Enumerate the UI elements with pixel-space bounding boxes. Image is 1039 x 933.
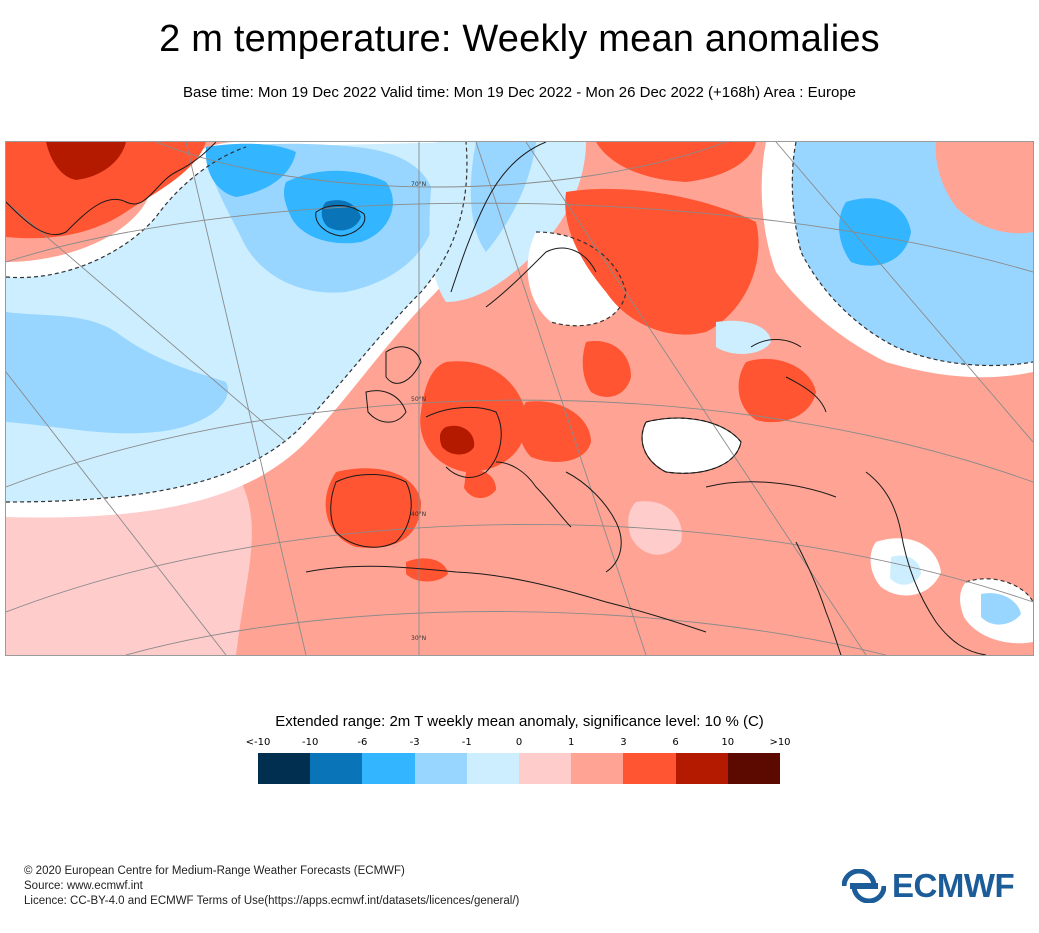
- legend-tick-label: -1: [461, 737, 472, 748]
- lat-label-40n: 40°N: [411, 511, 426, 518]
- legend-tick-label: -3: [409, 737, 420, 748]
- legend-swatch: [362, 753, 415, 784]
- field-red-north-russia: [596, 142, 756, 182]
- legend-swatch: [310, 753, 363, 784]
- legend-swatch: [258, 753, 311, 784]
- map-canvas: 70°N 50°N 40°N 30°N: [6, 142, 1033, 655]
- legend-tick-label: -6: [357, 737, 368, 748]
- legend-colorbar: [258, 753, 781, 784]
- field-light-blue-arabia: [981, 593, 1021, 625]
- ecmwf-logo[interactable]: ECMWF: [842, 866, 1015, 906]
- legend-swatch: [623, 753, 676, 784]
- field-dark-red-greenland: [46, 142, 126, 180]
- coastlines: [6, 142, 987, 655]
- field-red-iberia: [325, 468, 421, 548]
- field-light-red-far-northeast: [935, 142, 1033, 234]
- licence-text: Licence: CC-BY-4.0 and ECMWF Terms of Us…: [24, 895, 520, 907]
- legend-tick-label: 6: [672, 737, 679, 748]
- ecmwf-logo-text: ECMWF: [892, 867, 1015, 904]
- legend-tick-label: 0: [515, 737, 523, 748]
- legend-swatch: [519, 753, 572, 784]
- field-mid-blue-greenland-coast: [205, 143, 296, 197]
- field-red-poland: [582, 341, 631, 397]
- legend-swatch: [571, 753, 624, 784]
- field-dark-red-france: [439, 425, 475, 455]
- field-white-black-sea: [642, 418, 741, 474]
- legend-swatch: [675, 753, 728, 784]
- lat-label-50n: 50°N: [411, 396, 426, 403]
- legend-tick-label: 3: [620, 737, 627, 748]
- chart-title: 2 m temperature: Weekly mean anomalies: [159, 18, 880, 60]
- legend-swatch: [466, 753, 520, 784]
- lat-label-30n: 30°N: [411, 635, 426, 642]
- field-red-greenland: [6, 142, 206, 239]
- lat-label-70n: 70°N: [411, 181, 426, 188]
- legend-swatch: [414, 753, 467, 784]
- legend-tick-label: 10: [721, 737, 735, 748]
- field-light-blue-west-atlantic: [6, 312, 228, 434]
- latitude-labels: 70°N 50°N 40°N 30°N: [411, 181, 426, 642]
- field-pale-blue-scandinavia: [429, 142, 586, 302]
- legend-tick-label: >10: [769, 737, 791, 748]
- field-light-blue-norway: [470, 142, 536, 252]
- copyright-text: © 2020 European Centre for Medium-Range …: [24, 865, 405, 877]
- legend-tick-label: <-10: [245, 737, 271, 748]
- legend-title: Extended range: 2m T weekly mean anomaly…: [275, 713, 764, 730]
- graticule: [6, 142, 1033, 655]
- footer: © 2020 European Centre for Medium-Range …: [24, 864, 519, 909]
- legend-swatch: [727, 753, 781, 784]
- legend-tick-labels: <-10 -10 -6 -3 -1 0 1 3 6 10 >10: [246, 737, 791, 751]
- chart-subtitle: Base time: Mon 19 Dec 2022 Valid time: M…: [182, 84, 857, 101]
- source-text: Source: www.ecmwf.int: [24, 880, 143, 892]
- field-mid-blue-urals: [839, 198, 911, 266]
- field-red-caucasus: [738, 358, 816, 423]
- ecmwf-logo-icon: [842, 869, 886, 903]
- field-red-western-russia: [565, 188, 759, 335]
- field-pale-blue-ukraine: [716, 320, 771, 354]
- legend-tick-label: -10: [302, 737, 319, 748]
- field-pale-pink-mediterranean: [628, 501, 682, 555]
- field-red-algeria: [406, 558, 448, 582]
- anomaly-map[interactable]: 70°N 50°N 40°N 30°N: [5, 141, 1034, 656]
- legend-tick-label: 1: [568, 737, 575, 748]
- field-red-alps-balkans: [519, 401, 591, 462]
